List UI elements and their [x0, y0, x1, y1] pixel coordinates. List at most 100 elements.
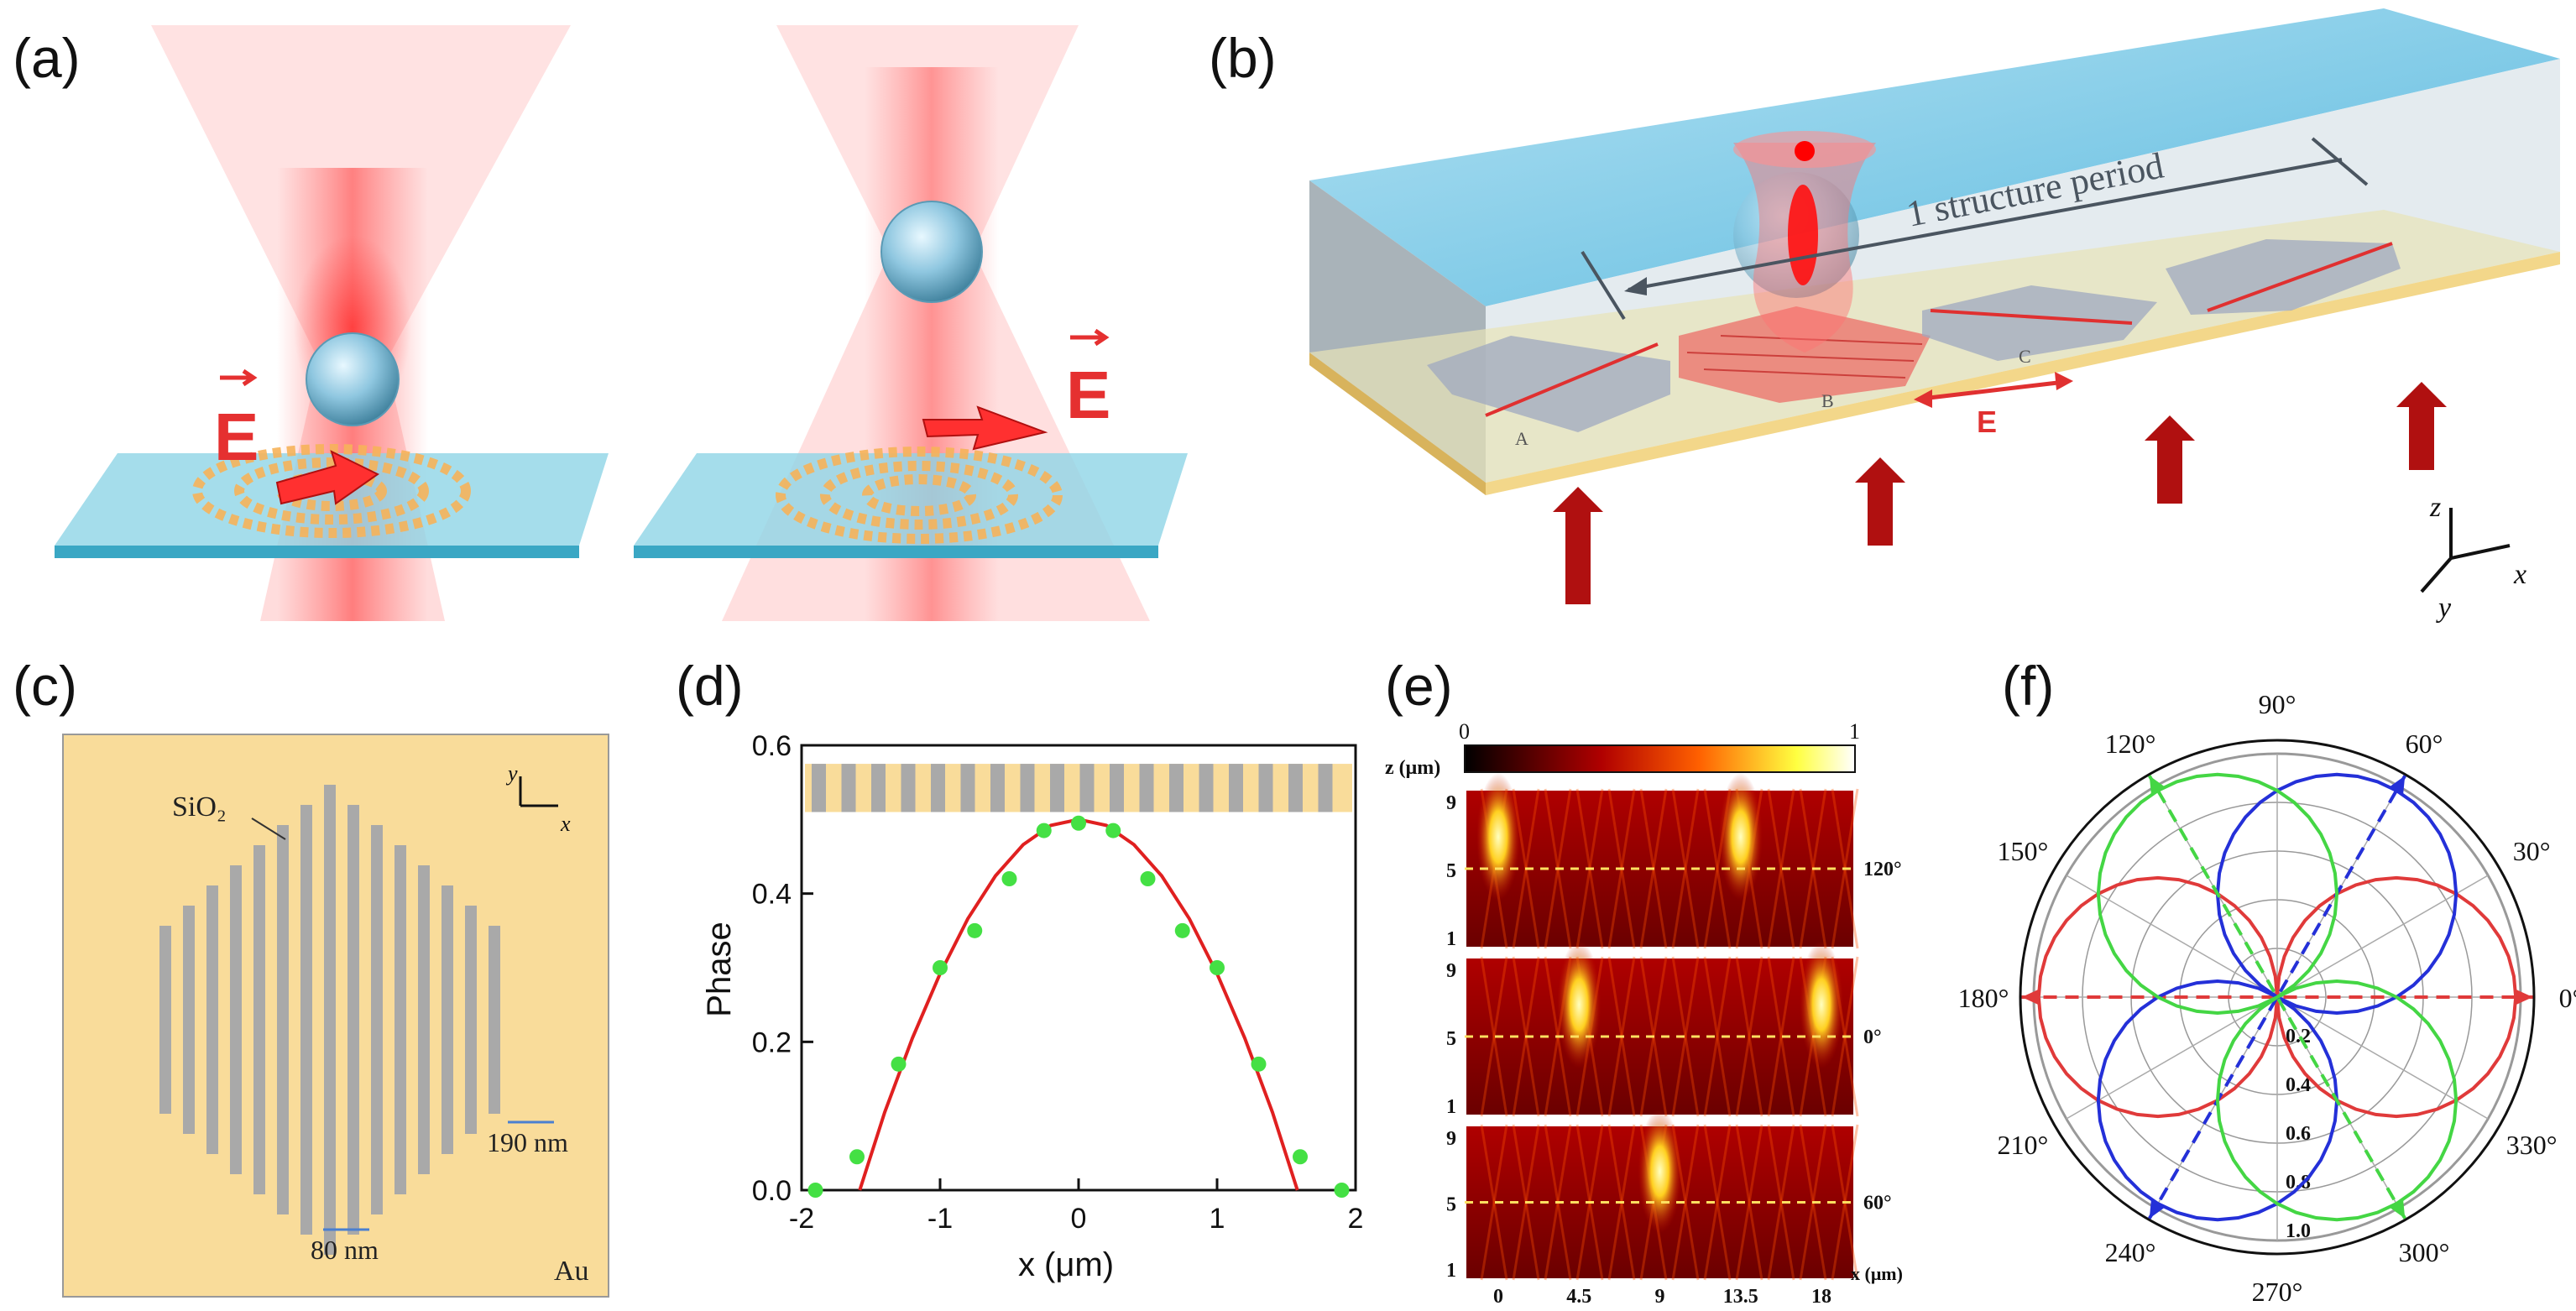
- d-x-tick-label: 0: [1071, 1203, 1087, 1235]
- e-interference-line: [1671, 956, 1700, 1117]
- e-interference-line: [1735, 1124, 1763, 1281]
- left-polarization-arrow: [275, 450, 379, 505]
- e-z-tick-label: 9: [1446, 792, 1456, 814]
- d-strip-bar: [901, 764, 916, 812]
- d-series: [807, 815, 1350, 1198]
- right-particle: [880, 201, 983, 303]
- f-angle-label: 90°: [2259, 689, 2296, 719]
- e-interference-line: [1767, 956, 1795, 1117]
- e-heatmaps: 120° 9 5 1 0° 9 5 1 60° 9 5 1 0 4.5 9 13.5 18: [1446, 773, 1902, 1308]
- e-x-label: x (μm): [1851, 1263, 1903, 1284]
- e-interference-line: [1767, 788, 1795, 949]
- f-angle-label: 330°: [2506, 1130, 2558, 1160]
- d-x-tick-label: 2: [1348, 1203, 1364, 1235]
- d-strip-bar: [1318, 764, 1333, 812]
- e-interference-line: [1735, 956, 1763, 1117]
- left-e-arrow-over: [220, 368, 258, 387]
- f-spoke: [2276, 996, 2489, 1120]
- e-interference-line: [1480, 1124, 1508, 1281]
- f-axis-arrowhead: [2388, 1198, 2406, 1219]
- period-arrowhead: [1624, 277, 1647, 295]
- illumination-arrows: [1553, 382, 2447, 604]
- panel-d-label: (d): [676, 655, 744, 717]
- panel-e: (e) 0 1 z (μm) 120° 9 5 1 0° 9 5 1 60° 9 5 1 0 4.5 9 13…: [1385, 655, 1903, 1308]
- f-polar-series: [2021, 772, 2533, 1222]
- d-strip-bar: [812, 764, 826, 812]
- d-data-point: [1334, 1183, 1350, 1198]
- b-axis-x: x: [2513, 559, 2526, 590]
- e-x-tick-label: 18: [1811, 1286, 1831, 1308]
- panel-f: (f) 0° 30° 60° 90° 120° 150° 180° 210° 240° 270° 3…: [1958, 655, 2576, 1307]
- f-angle-label: 240°: [2105, 1237, 2156, 1267]
- period-arrow-tick-left: [1581, 250, 1626, 321]
- grating-bar: [324, 785, 336, 1255]
- segment-b: B: [1679, 306, 1931, 411]
- f-radial-label: 0.6: [2286, 1123, 2311, 1145]
- e-angle-label: 0°: [1863, 1026, 1882, 1048]
- c-axis-x: x: [560, 812, 571, 836]
- f-radial-label: 1.0: [2286, 1220, 2311, 1242]
- d-strip-bar: [931, 764, 945, 812]
- d-data-point: [1036, 823, 1052, 838]
- e-x-tick-label: 13.5: [1723, 1286, 1758, 1308]
- f-angle-label: 300°: [2399, 1237, 2450, 1267]
- f-polarization-axis: [2148, 775, 2406, 1220]
- d-strip-bar: [1139, 764, 1154, 812]
- f-angle-label: 30°: [2513, 836, 2551, 866]
- width-label: 80 nm: [311, 1235, 379, 1265]
- grating-bar: [418, 865, 430, 1174]
- e-interference-line: [1703, 956, 1732, 1117]
- c-coordinate-axes: [519, 776, 558, 807]
- e-angle-label: 120°: [1863, 859, 1902, 880]
- f-angle-label: 210°: [1997, 1130, 2048, 1160]
- e-interference-line: [1671, 1124, 1700, 1281]
- f-axis-arrowhead: [2021, 989, 2040, 1005]
- svg-text:A: A: [1515, 428, 1528, 449]
- d-data-point: [1251, 1056, 1267, 1072]
- d-data-point: [1210, 960, 1225, 975]
- svg-text:C: C: [2019, 346, 2031, 367]
- sio2-pointer: [251, 817, 286, 840]
- e-interference-line: [1767, 1124, 1795, 1281]
- b-e-arrowhead-left: [1914, 389, 1932, 408]
- d-fit-line: [858, 817, 1299, 1191]
- grating-bar: [300, 805, 312, 1235]
- e-heatmap-frame: [1463, 955, 1857, 1118]
- b-coordinate-axes: [2420, 508, 2511, 593]
- au-label: Au: [554, 1256, 589, 1287]
- f-radial-label: 0.2: [2286, 1026, 2311, 1047]
- e-interference-line: [1671, 788, 1700, 949]
- d-data-point: [1105, 823, 1121, 838]
- d-y-tick-label: 0.2: [752, 1026, 792, 1058]
- d-x-tick-label: -2: [789, 1203, 814, 1235]
- period-arrow-tick-right: [2311, 137, 2369, 186]
- panel-c-label: (c): [13, 655, 77, 717]
- right-polarization-arrow: [922, 405, 1048, 451]
- e-focus-spot: [1476, 773, 1520, 901]
- b-e-field-line: [1921, 379, 2066, 401]
- e-z-tick-label: 9: [1446, 1128, 1456, 1150]
- f-polar-grid: 0° 30° 60° 90° 120° 150° 180° 210° 240° 270° 300° 3…: [1958, 689, 2576, 1307]
- b-e-arrowhead-right: [2055, 372, 2073, 390]
- f-radial-label: 0.4: [2286, 1074, 2311, 1096]
- d-x-tick-label: 1: [1210, 1203, 1225, 1235]
- grating-bar: [465, 906, 477, 1134]
- grating-bar: [230, 865, 242, 1174]
- b-e-field-label: E: [1977, 405, 1997, 439]
- e-heatmap-frame: [1463, 787, 1857, 950]
- d-data-point: [933, 960, 948, 975]
- b-axis-z: z: [2429, 492, 2441, 523]
- d-axes: -2 -1 0 1 2 0.0 0.2 0.4 0.6: [752, 730, 1364, 1235]
- e-z-tick-label: 1: [1446, 928, 1456, 950]
- d-strip-bar: [1169, 764, 1183, 812]
- e-focus-spot: [1718, 773, 1763, 901]
- f-angle-label: 180°: [1958, 983, 2009, 1013]
- e-colorbar: [1464, 744, 1856, 773]
- right-e-field-symbol: E: [1066, 358, 1110, 432]
- d-y-tick-label: 0.0: [752, 1175, 792, 1207]
- e-x-tick-label: 0: [1493, 1286, 1503, 1308]
- panel-b: (b) A B C: [1209, 8, 2560, 624]
- e-x-tick-label: 9: [1655, 1286, 1665, 1308]
- d-data-point: [967, 922, 983, 938]
